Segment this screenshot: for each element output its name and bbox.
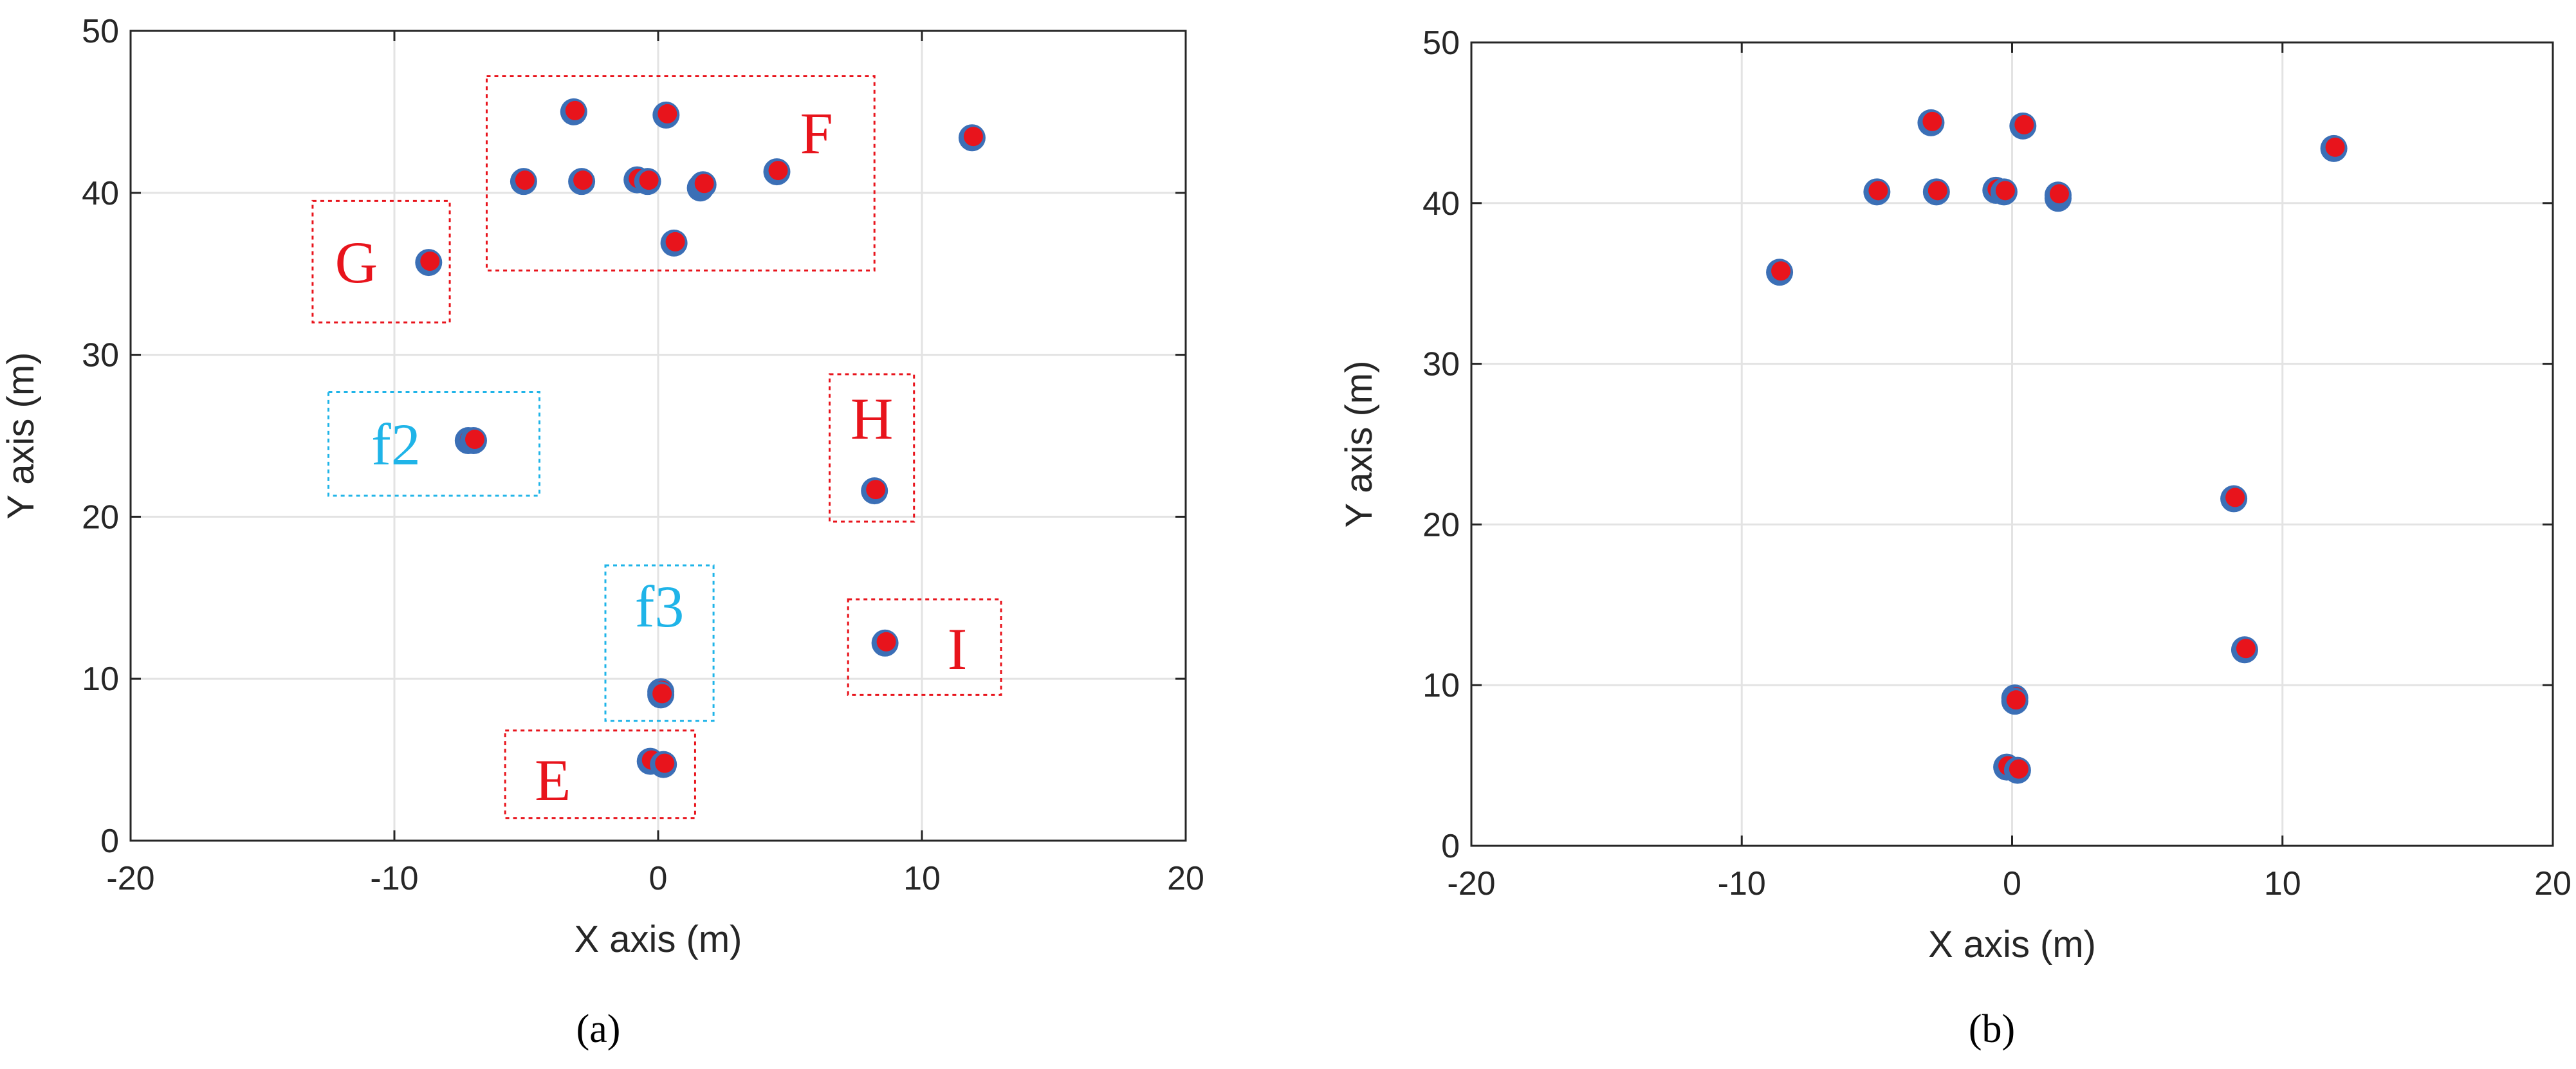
data-point <box>2320 134 2348 162</box>
panel-caption: (a) <box>576 1007 621 1051</box>
y-tick-label: 20 <box>1422 506 1460 544</box>
data-point-inner <box>465 430 484 450</box>
y-tick-label: 0 <box>100 823 119 860</box>
y-axis-label: Y axis (m) <box>0 352 42 520</box>
x-tick-label: -20 <box>106 860 154 897</box>
data-point-inner <box>2236 639 2256 659</box>
data-point-inner <box>1995 181 2015 201</box>
data-point-inner <box>639 170 659 190</box>
data-point <box>647 681 675 709</box>
data-point <box>634 168 661 196</box>
x-tick-label: -10 <box>1718 865 1766 902</box>
data-point <box>861 477 888 505</box>
data-point <box>660 229 688 257</box>
y-tick-label: 0 <box>1441 828 1460 865</box>
y-tick-label: 30 <box>82 337 119 374</box>
data-point <box>2001 688 2029 715</box>
x-tick-label: -20 <box>1447 865 1495 902</box>
data-point-inner <box>1868 181 1888 201</box>
data-point-inner <box>2014 114 2034 134</box>
annotation-box-h <box>829 373 915 523</box>
data-point-inner <box>1922 111 1942 131</box>
y-axis-label: Y axis (m) <box>1338 361 1380 528</box>
data-point-inner <box>2325 137 2345 157</box>
panel-a: -20 -10 0 10 20 0 10 20 30 40 50 X axis (m) Y axis (… <box>0 13 1204 1051</box>
data-point <box>763 158 791 186</box>
annotation-box-f2 <box>327 391 540 497</box>
y-tick-label: 50 <box>82 13 119 50</box>
data-point-inner <box>963 127 983 147</box>
y-tick-label: 10 <box>1422 667 1460 704</box>
data-point <box>560 98 587 125</box>
annotation-box-i <box>847 598 1002 696</box>
annotation-label-i: I <box>948 616 968 682</box>
annotation-box-f3 <box>604 564 715 722</box>
data-point <box>689 171 717 199</box>
data-point-inner <box>515 170 535 190</box>
x-tick-label: 20 <box>1167 860 1204 897</box>
data-point-inner <box>652 684 672 704</box>
data-point-inner <box>876 632 896 652</box>
panel-b: -20 -10 0 10 20 0 10 20 30 40 50 X axis (m) Y axis (… <box>1338 24 2571 1051</box>
data-point-inner <box>565 100 585 120</box>
data-point <box>2009 112 2037 140</box>
data-point-inner <box>1927 181 1947 201</box>
data-point <box>568 168 596 196</box>
data-point-inner <box>866 480 886 500</box>
data-point <box>2044 181 2072 209</box>
data-point-inner <box>573 170 593 190</box>
annotation-label-f: F <box>800 101 833 167</box>
data-point <box>2220 485 2248 513</box>
data-point-inner <box>655 753 675 773</box>
x-tick-label: 10 <box>2264 865 2301 902</box>
data-point <box>652 101 680 129</box>
data-point-inner <box>658 104 677 123</box>
data-point <box>958 124 986 152</box>
y-tick-label: 30 <box>1422 346 1460 383</box>
data-point-inner <box>2049 184 2069 204</box>
x-tick-label: 0 <box>2003 865 2021 902</box>
x-tick-label: -10 <box>370 860 418 897</box>
data-point <box>2003 756 2031 784</box>
x-axis-label: X axis (m) <box>575 918 742 960</box>
y-tick-label: 50 <box>1422 24 1460 62</box>
panel-caption: (b) <box>1969 1007 2015 1051</box>
data-point-inner <box>768 161 788 181</box>
data-point <box>1766 259 1794 286</box>
x-tick-label: 10 <box>903 860 941 897</box>
annotation-label-g: G <box>335 230 378 295</box>
data-point-inner <box>1771 261 1791 281</box>
data-point <box>871 629 899 657</box>
data-point-inner <box>420 251 440 271</box>
data-point-inner <box>694 174 714 194</box>
annotation-box-g <box>311 199 451 324</box>
data-point-inner <box>665 232 685 251</box>
x-axis-label: X axis (m) <box>1928 924 2096 965</box>
y-tick-label: 20 <box>82 498 119 536</box>
annotation-label-f2: f2 <box>371 412 421 477</box>
x-tick-label: 20 <box>2534 865 2571 902</box>
data-point-inner <box>2225 488 2245 507</box>
annotation-label-f3: f3 <box>635 574 685 639</box>
data-point <box>1917 109 1945 136</box>
data-point <box>1863 178 1891 206</box>
annotation-label-h: H <box>851 386 893 452</box>
data-point <box>510 168 537 196</box>
data-point-inner <box>2006 690 2026 710</box>
y-tick-label: 40 <box>1422 185 1460 223</box>
annotation-box-f <box>486 75 876 272</box>
y-tick-label: 40 <box>82 175 119 212</box>
data-point <box>1922 178 1950 206</box>
x-tick-label: 0 <box>649 860 668 897</box>
data-point <box>415 249 443 277</box>
data-point <box>2231 636 2258 664</box>
data-point <box>650 751 677 778</box>
y-tick-label: 10 <box>82 661 119 698</box>
annotation-label-e: E <box>535 747 571 813</box>
data-point <box>1990 178 2018 206</box>
data-point <box>460 427 487 455</box>
annotation-box-e <box>504 729 696 819</box>
data-point-inner <box>2009 759 2029 779</box>
